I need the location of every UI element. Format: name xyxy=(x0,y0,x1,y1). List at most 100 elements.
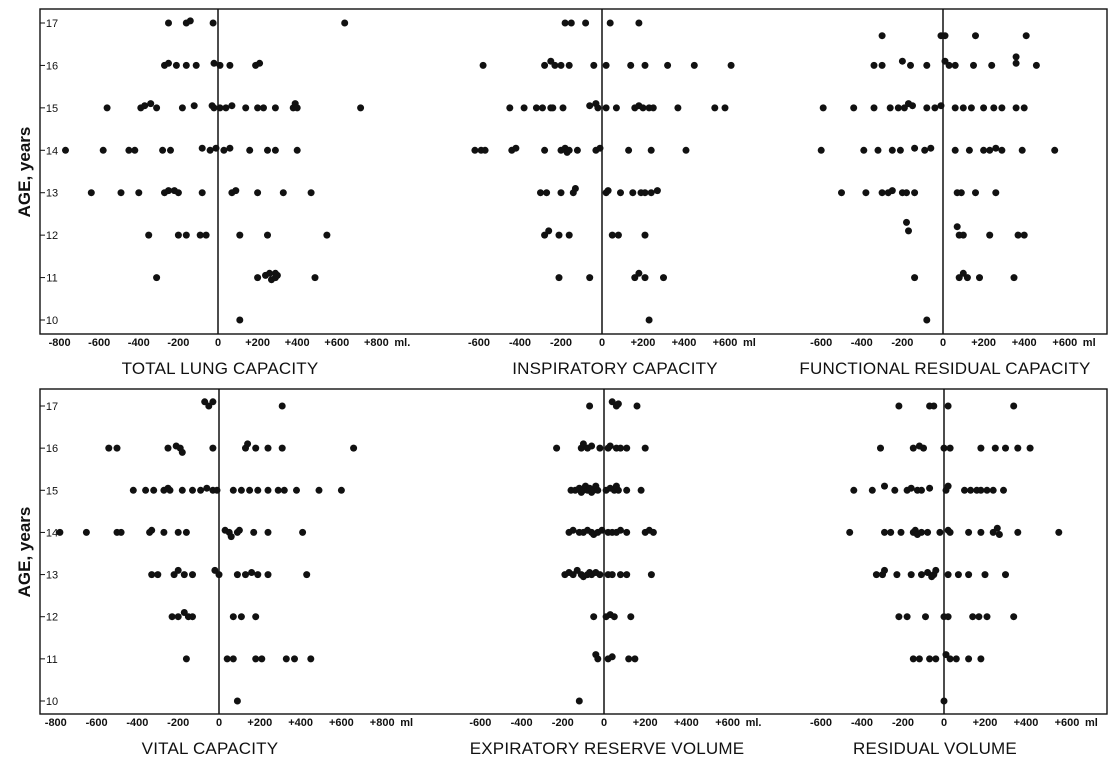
data-point xyxy=(264,444,272,452)
data-point xyxy=(160,528,168,536)
data-point xyxy=(271,104,279,112)
data-point xyxy=(819,104,827,112)
data-point xyxy=(907,484,915,492)
data-point xyxy=(721,104,729,112)
data-point xyxy=(989,486,997,494)
data-point xyxy=(641,444,649,452)
data-point xyxy=(990,104,998,112)
data-point xyxy=(209,19,217,27)
data-point xyxy=(946,528,954,536)
data-point xyxy=(946,444,954,452)
data-point xyxy=(323,231,331,239)
data-point xyxy=(206,146,214,154)
data-point xyxy=(210,59,218,67)
data-point xyxy=(874,146,882,154)
data-point xyxy=(946,655,954,663)
x-tick-label: +200 xyxy=(971,337,996,349)
data-point xyxy=(951,104,959,112)
data-point xyxy=(895,402,903,410)
data-point xyxy=(242,571,249,579)
data-point xyxy=(233,571,241,579)
data-point xyxy=(838,189,845,197)
data-point xyxy=(881,482,888,490)
data-point xyxy=(252,655,260,663)
y-tick-label: 13 xyxy=(46,188,58,200)
data-point xyxy=(153,274,161,282)
data-point xyxy=(850,486,858,494)
data-point xyxy=(165,187,172,195)
data-point xyxy=(639,104,647,112)
data-point xyxy=(926,484,934,492)
data-point xyxy=(99,146,107,154)
data-point xyxy=(596,444,604,452)
data-point xyxy=(337,486,345,494)
data-point xyxy=(1020,104,1028,112)
data-point xyxy=(271,146,279,154)
data-point xyxy=(350,444,358,452)
data-point xyxy=(961,486,968,494)
y-tick-label: 14 xyxy=(46,145,58,157)
data-point xyxy=(909,444,917,452)
data-point xyxy=(992,189,1000,197)
data-point xyxy=(202,231,210,239)
data-point xyxy=(711,104,719,112)
data-point xyxy=(903,189,910,197)
data-point xyxy=(178,448,186,456)
data-point xyxy=(992,144,1000,152)
data-point xyxy=(983,486,991,494)
data-point xyxy=(944,482,952,490)
data-point xyxy=(612,104,620,112)
data-point xyxy=(1014,231,1022,239)
x-tick-label: -200 xyxy=(550,337,572,349)
x-tick-label: 0 xyxy=(940,337,946,349)
data-point xyxy=(930,402,938,410)
data-point xyxy=(631,655,639,663)
data-point xyxy=(975,613,983,621)
x-tick-label: +600 xyxy=(715,717,740,729)
data-point xyxy=(254,189,262,197)
data-point xyxy=(178,486,186,494)
data-point xyxy=(180,571,188,579)
data-point xyxy=(571,185,579,192)
data-point xyxy=(897,528,905,536)
data-point xyxy=(506,104,514,112)
data-point xyxy=(846,528,854,536)
data-point xyxy=(1010,402,1018,410)
data-point xyxy=(575,697,583,705)
panel-title-vital-capacity: VITAL CAPACITY xyxy=(142,739,279,758)
data-point xyxy=(1018,146,1026,154)
data-point xyxy=(341,19,349,27)
data-point xyxy=(212,144,220,152)
data-point xyxy=(258,655,266,663)
data-point xyxy=(557,61,565,69)
x-tick-label: -600 xyxy=(468,337,490,349)
data-point xyxy=(905,227,912,235)
data-point xyxy=(972,32,979,40)
x-tick-label: -600 xyxy=(810,337,832,349)
data-point xyxy=(282,655,290,663)
y-tick-label: 12 xyxy=(46,230,58,242)
x-tick-label: -400 xyxy=(851,337,873,349)
data-point xyxy=(674,104,682,112)
data-point xyxy=(623,528,631,536)
data-point xyxy=(970,61,977,69)
x-tick-label: -600 xyxy=(469,717,491,729)
x-tick-label: +200 xyxy=(247,717,272,729)
data-point xyxy=(598,526,606,534)
x-tick-label: +200 xyxy=(973,717,998,729)
data-point xyxy=(909,655,917,663)
data-point xyxy=(174,613,182,621)
data-point xyxy=(129,486,137,494)
data-point xyxy=(236,316,244,324)
data-point xyxy=(977,444,985,452)
data-point xyxy=(87,189,95,197)
data-point xyxy=(131,146,139,154)
data-point xyxy=(682,146,690,154)
data-point xyxy=(878,189,886,197)
data-point xyxy=(182,61,190,69)
x-tick-label: +200 xyxy=(245,337,270,349)
data-point xyxy=(918,528,925,536)
x-tick-label: +600 xyxy=(1052,337,1077,349)
data-point xyxy=(931,104,939,112)
data-point xyxy=(653,187,661,195)
